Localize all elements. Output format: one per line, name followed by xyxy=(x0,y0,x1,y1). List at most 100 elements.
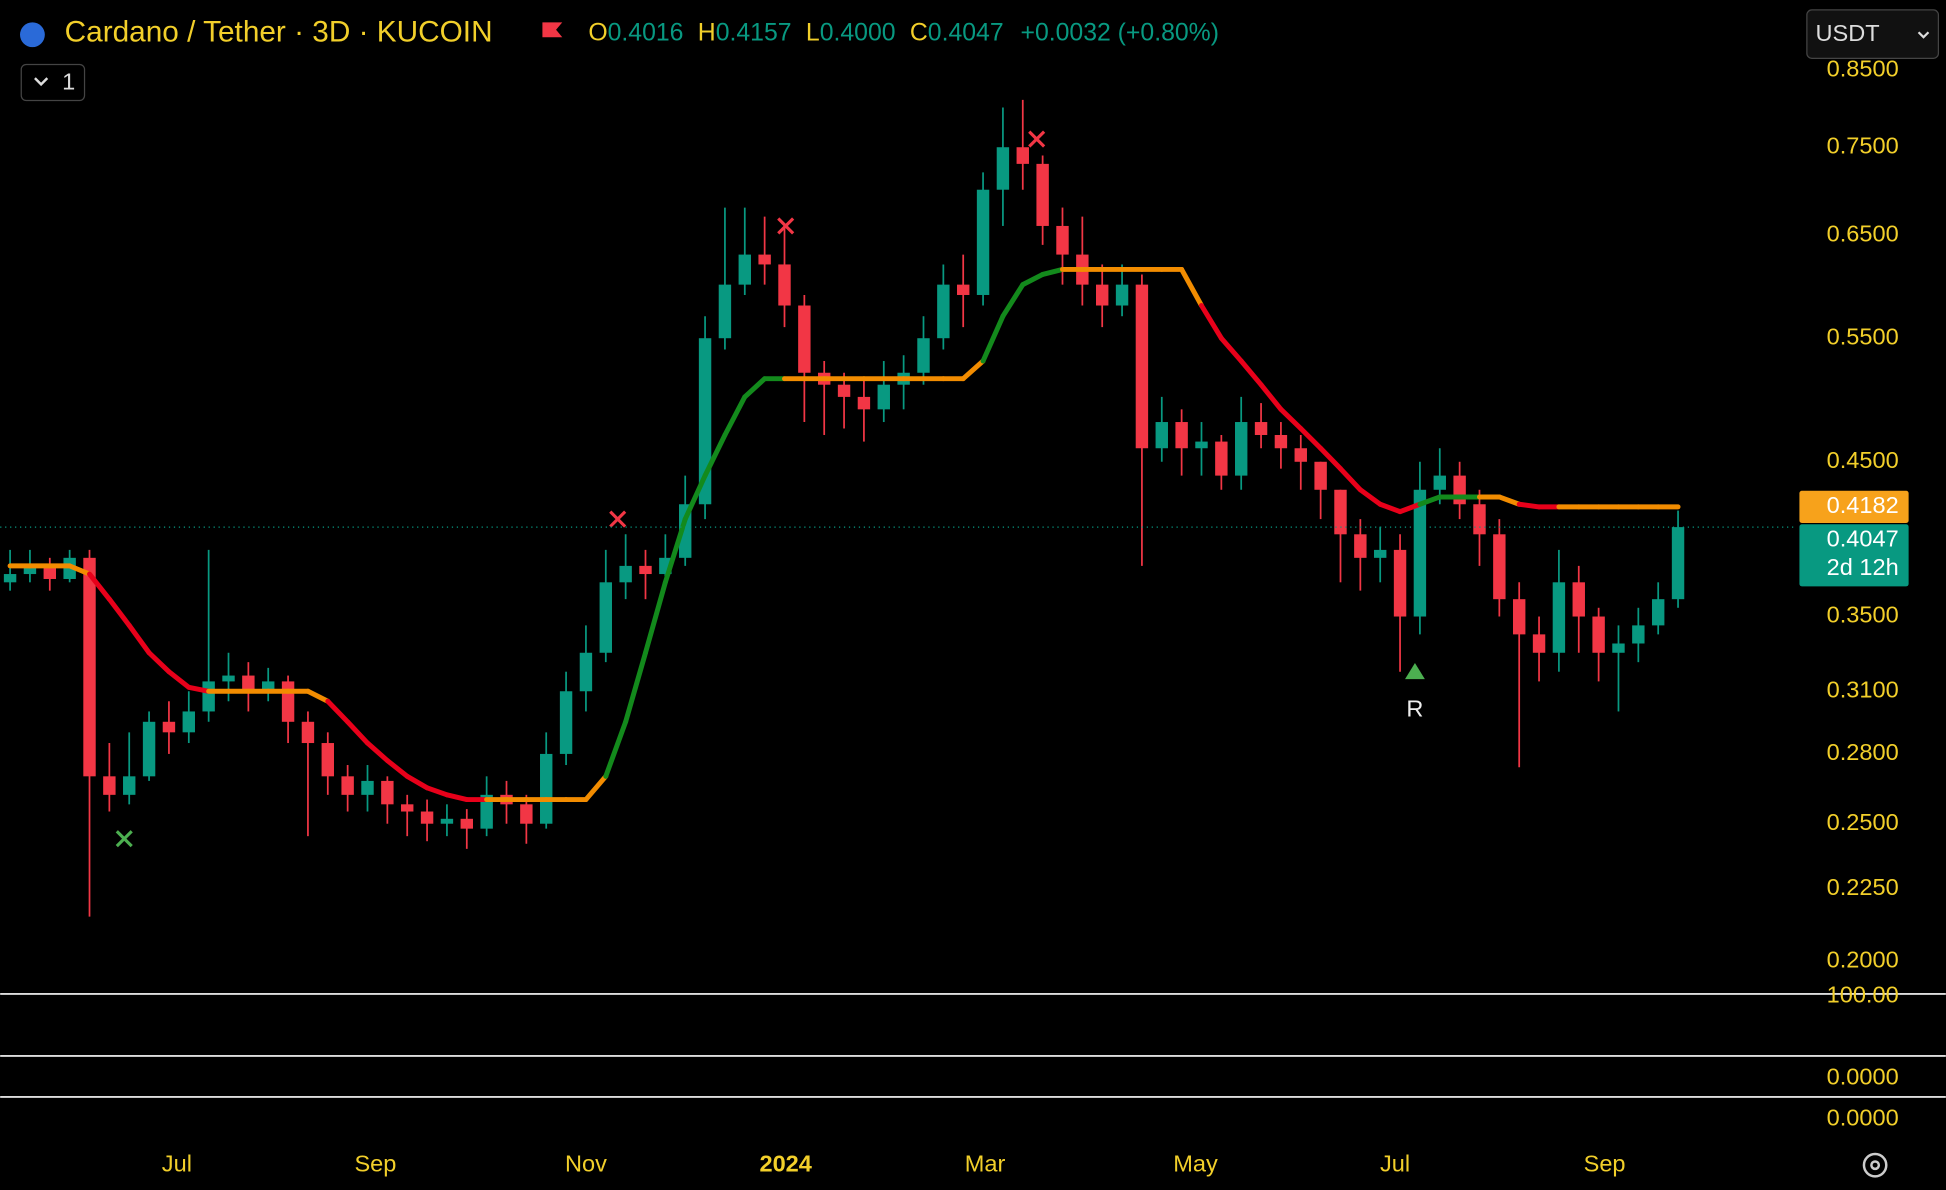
panes: 100.00 0.0000 0.0000 xyxy=(0,982,1946,1130)
y-tick-label: 0.2000 xyxy=(1827,946,1899,972)
last-price-tag xyxy=(1799,524,1909,587)
candle-body xyxy=(738,254,751,285)
candle-body xyxy=(1095,284,1109,306)
gear-hub xyxy=(1870,1160,1881,1171)
candle-body xyxy=(341,776,354,795)
candle-body xyxy=(23,565,37,575)
trail-segment xyxy=(1496,494,1522,507)
trail-segment xyxy=(960,358,986,382)
candle-body xyxy=(778,264,791,306)
trail-segment xyxy=(1377,501,1403,515)
chevron xyxy=(1917,31,1930,39)
candle-body xyxy=(1413,489,1427,617)
candle-body xyxy=(758,254,771,265)
cross-stroke xyxy=(777,217,795,235)
candle-body xyxy=(401,804,414,812)
candle-body xyxy=(1373,549,1387,558)
candle-body xyxy=(1334,489,1347,535)
candle-body xyxy=(1215,441,1228,476)
pane-axis-label: 0.0000 xyxy=(1827,1064,1899,1090)
ohlc-key: C xyxy=(910,19,928,46)
candle-body xyxy=(83,557,96,777)
trail-segment xyxy=(1417,494,1443,507)
candle-body xyxy=(242,675,255,692)
flag-icon xyxy=(542,22,563,38)
x-tick-label: May xyxy=(1173,1150,1218,1176)
header: Cardano / Tether · 3D · KUCOIN O0.4016 H… xyxy=(20,15,1219,102)
trail-segment xyxy=(742,376,768,400)
candle-body xyxy=(321,743,334,777)
candle-body xyxy=(1512,599,1526,635)
last-price-label: 0.4047 xyxy=(1827,526,1899,552)
candle-body xyxy=(460,818,473,829)
trail-segment xyxy=(722,394,748,438)
candle-body xyxy=(520,804,533,824)
gear-icon[interactable] xyxy=(1862,1152,1888,1178)
candle-body xyxy=(43,565,56,579)
currency-select[interactable]: USDT xyxy=(1806,9,1940,59)
trail-segment xyxy=(186,684,212,694)
trail-segment xyxy=(384,758,410,779)
candle-body xyxy=(937,284,950,339)
trail-segment xyxy=(980,313,1006,364)
x-tick-label: Nov xyxy=(565,1150,607,1176)
candle-body xyxy=(361,780,374,795)
candle-body xyxy=(1036,163,1049,226)
candle-body xyxy=(123,776,136,795)
trail-segment xyxy=(404,773,430,791)
candle-body xyxy=(877,384,890,410)
trail-segment xyxy=(1278,406,1304,431)
trail-segment xyxy=(1179,266,1204,308)
y-tick-label: 0.2250 xyxy=(1827,874,1899,900)
pane-toggle-button[interactable] xyxy=(20,63,86,102)
candle-body xyxy=(162,721,176,733)
cross-marker xyxy=(115,830,133,848)
candle-body xyxy=(1056,225,1069,255)
y-tick-label: 0.2500 xyxy=(1827,809,1899,835)
candle-body xyxy=(976,189,990,295)
ohlc-value: 0.4000 xyxy=(820,19,896,46)
trail-segment xyxy=(1338,466,1363,493)
x-tick-label: Jul xyxy=(162,1150,192,1176)
trail-segment xyxy=(1397,501,1423,515)
trail-segment xyxy=(682,473,708,522)
y-tick-label: 0.8500 xyxy=(1827,55,1899,81)
candle-body xyxy=(837,384,851,397)
candle-body xyxy=(480,794,493,829)
y-tick-label: 0.3100 xyxy=(1827,676,1899,702)
candle-body xyxy=(381,780,394,805)
y-tick-label: 0.7500 xyxy=(1827,132,1899,158)
trail-segment xyxy=(1199,303,1224,341)
currency-box[interactable] xyxy=(1806,9,1940,59)
trail-segment xyxy=(106,596,132,628)
trail-price-label: 0.4182 xyxy=(1827,492,1899,518)
candle-body xyxy=(182,711,195,733)
trail-segment xyxy=(1020,271,1046,288)
candle-body xyxy=(619,565,632,583)
x-tick-label: Mar xyxy=(965,1150,1006,1176)
marker-label: R xyxy=(1406,695,1423,721)
candle-body xyxy=(1155,422,1168,449)
pane-axis-label: 0.0000 xyxy=(1827,1104,1899,1130)
candle-body xyxy=(1254,422,1268,436)
candle-body xyxy=(540,753,553,824)
settings-button[interactable] xyxy=(1862,1152,1888,1178)
trail-price-tag xyxy=(1799,490,1909,524)
candle-body xyxy=(1572,582,1585,617)
trail-segment xyxy=(643,579,668,656)
candle-body xyxy=(1612,643,1625,653)
candle-body xyxy=(559,691,573,754)
candle-body xyxy=(1453,475,1466,505)
candle-body xyxy=(579,652,593,692)
cross-marker xyxy=(1028,130,1046,148)
trail-segment xyxy=(1298,426,1324,451)
candle-body xyxy=(1552,582,1566,653)
ohlc-key: H xyxy=(698,19,716,46)
trail-segment xyxy=(1258,382,1284,412)
candle-body xyxy=(599,582,612,653)
x-tick-label: 2024 xyxy=(759,1150,811,1176)
ohlc-key: L xyxy=(806,19,820,46)
y-tick-label: 0.2800 xyxy=(1827,739,1899,765)
candle-body xyxy=(1632,625,1645,644)
